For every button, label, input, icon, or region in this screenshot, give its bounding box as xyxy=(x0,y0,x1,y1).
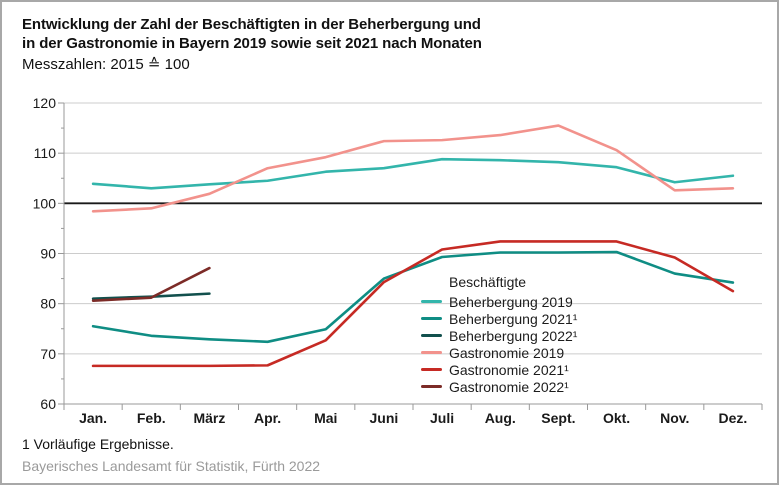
legend-item: Beherbergung 2022¹ xyxy=(421,327,577,344)
legend-line-swatch xyxy=(421,351,442,354)
line-beherbergung-2021 xyxy=(91,250,735,344)
legend-line-swatch xyxy=(421,385,442,388)
svg-text:60: 60 xyxy=(40,396,56,412)
legend-line-swatch xyxy=(421,300,442,303)
svg-text:70: 70 xyxy=(40,346,56,362)
legend-title: Beschäftigte xyxy=(449,274,527,290)
svg-text:März: März xyxy=(193,410,225,426)
svg-text:Aug.: Aug. xyxy=(485,410,516,426)
legend-line-swatch xyxy=(421,368,442,371)
legend-item-label: Beherbergung 2021¹ xyxy=(449,310,578,327)
y-axis-labels: 60 70 80 90 100 110 120 xyxy=(33,95,57,412)
chart-subtitle: Messzahlen: 2015 ≙ 100 xyxy=(22,56,190,73)
chart-title-line2: in der Gastronomie in Bayern 2019 sowie … xyxy=(22,35,482,52)
svg-text:100: 100 xyxy=(33,195,57,211)
legend: Beschäftigte Beherbergung 2019 Beherbergu… xyxy=(421,274,577,395)
svg-text:110: 110 xyxy=(34,145,57,161)
axes-and-ticks xyxy=(58,102,763,410)
legend-item-label: Beherbergung 2019 xyxy=(449,293,573,310)
svg-text:Juni: Juni xyxy=(370,410,399,426)
svg-text:Jan.: Jan. xyxy=(79,410,107,426)
legend-item-label: Gastronomie 2022¹ xyxy=(449,378,569,395)
line-gastronomie-2022 xyxy=(91,266,211,302)
source-credit: Bayerisches Landesamt für Statistik, Für… xyxy=(22,458,321,474)
svg-text:Juli: Juli xyxy=(430,410,454,426)
chart-title: Entwicklung der Zahl der Beschäftigten i… xyxy=(22,15,482,53)
legend-item-label: Gastronomie 2021¹ xyxy=(449,361,569,378)
header: Entwicklung der Zahl der Beschäftigten i… xyxy=(22,15,482,75)
legend-line-swatch xyxy=(421,317,442,320)
svg-text:Apr.: Apr. xyxy=(254,410,281,426)
legend-item: Gastronomie 2019 xyxy=(421,344,577,361)
legend-item: Beherbergung 2021¹ xyxy=(421,310,577,327)
line-beherbergung-2019 xyxy=(91,157,735,190)
svg-text:Feb.: Feb. xyxy=(137,410,166,426)
legend-line-swatch xyxy=(421,334,442,337)
svg-text:Dez.: Dez. xyxy=(719,410,748,426)
legend-item-label: Gastronomie 2019 xyxy=(449,344,565,361)
chart-title-line1: Entwicklung der Zahl der Beschäftigten i… xyxy=(22,16,481,33)
svg-text:120: 120 xyxy=(33,95,57,111)
svg-text:Mai: Mai xyxy=(314,410,337,426)
svg-text:90: 90 xyxy=(40,246,56,262)
footnote: 1 Vorläufige Ergebnisse. xyxy=(22,436,174,452)
line-gastronomie-2021 xyxy=(91,240,735,368)
legend-item: Gastronomie 2021¹ xyxy=(421,361,577,378)
line-gastronomie-2019 xyxy=(91,124,735,213)
svg-text:Okt.: Okt. xyxy=(603,410,630,426)
svg-text:Sept.: Sept. xyxy=(541,410,575,426)
legend-item: Gastronomie 2022¹ xyxy=(421,378,577,395)
svg-text:Nov.: Nov. xyxy=(660,410,689,426)
x-axis-labels: Jan. Feb. März Apr. Mai Juni Juli Aug. Sept. Okt.… xyxy=(79,410,747,426)
legend-item-label: Beherbergung 2022¹ xyxy=(449,327,578,344)
legend-item: Beherbergung 2019 xyxy=(421,293,577,310)
svg-text:80: 80 xyxy=(40,296,56,312)
